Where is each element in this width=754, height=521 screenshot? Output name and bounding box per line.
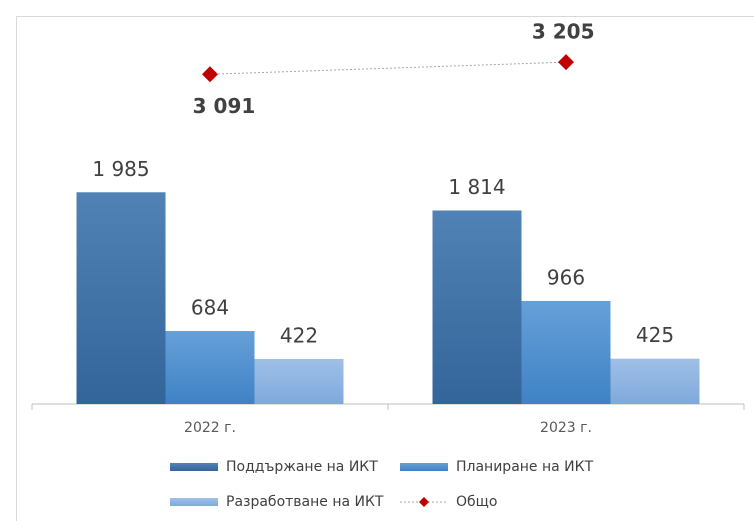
- bar: [521, 300, 611, 404]
- value-label: 1 814: [448, 175, 505, 199]
- legend-label: Разработване на ИКТ: [226, 494, 384, 510]
- legend-swatch: [170, 463, 218, 471]
- total-marker: [558, 54, 574, 71]
- legend-label: Планиране на ИКТ: [456, 459, 594, 475]
- legend-swatch: [400, 463, 448, 471]
- legend-label: Общо: [456, 494, 497, 510]
- value-label: 425: [636, 323, 674, 347]
- value-label: 422: [280, 323, 318, 347]
- x-tick-label: 2023 г.: [540, 420, 592, 436]
- bar: [165, 331, 255, 404]
- total-marker: [202, 66, 218, 83]
- total-line: [209, 61, 567, 75]
- legend-marker: [419, 497, 429, 507]
- value-label: 684: [191, 296, 229, 320]
- total-label: 3 091: [193, 94, 256, 118]
- chart-frame: [16, 16, 754, 521]
- bar: [254, 358, 344, 404]
- x-tick-label: 2022 г.: [184, 420, 236, 436]
- legend-swatch: [170, 498, 218, 506]
- bar: [432, 210, 522, 404]
- legend-label: Поддържане на ИКТ: [226, 459, 378, 475]
- bar: [610, 358, 700, 404]
- total-label: 3 205: [532, 20, 595, 44]
- bar: [76, 192, 166, 404]
- value-label: 1 985: [92, 157, 149, 181]
- value-label: 966: [547, 265, 585, 289]
